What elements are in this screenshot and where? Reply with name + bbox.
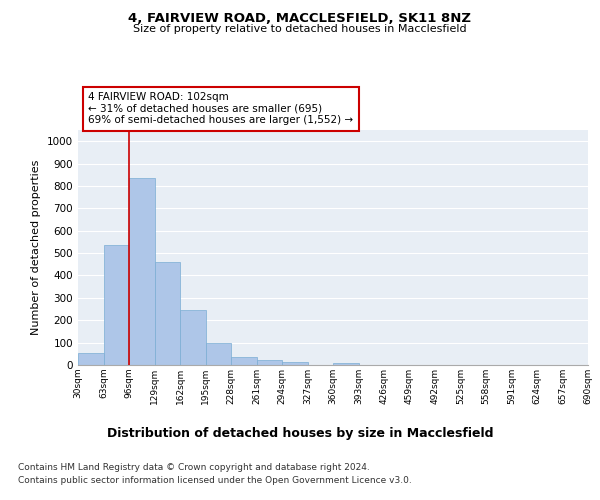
Text: Distribution of detached houses by size in Macclesfield: Distribution of detached houses by size … xyxy=(107,428,493,440)
Text: 4 FAIRVIEW ROAD: 102sqm
← 31% of detached houses are smaller (695)
69% of semi-d: 4 FAIRVIEW ROAD: 102sqm ← 31% of detache… xyxy=(88,92,353,126)
Bar xyxy=(155,262,180,365)
Bar xyxy=(129,178,155,365)
Text: 4, FAIRVIEW ROAD, MACCLESFIELD, SK11 8NZ: 4, FAIRVIEW ROAD, MACCLESFIELD, SK11 8NZ xyxy=(128,12,472,26)
Bar xyxy=(333,363,359,365)
Bar xyxy=(282,362,308,365)
Bar xyxy=(231,357,257,365)
Bar xyxy=(180,310,205,365)
Text: Contains public sector information licensed under the Open Government Licence v3: Contains public sector information licen… xyxy=(18,476,412,485)
Bar xyxy=(257,360,282,365)
Y-axis label: Number of detached properties: Number of detached properties xyxy=(31,160,41,335)
Text: Size of property relative to detached houses in Macclesfield: Size of property relative to detached ho… xyxy=(133,24,467,34)
Bar xyxy=(205,343,231,365)
Bar xyxy=(104,246,129,365)
Bar xyxy=(78,352,104,365)
Text: Contains HM Land Registry data © Crown copyright and database right 2024.: Contains HM Land Registry data © Crown c… xyxy=(18,462,370,471)
